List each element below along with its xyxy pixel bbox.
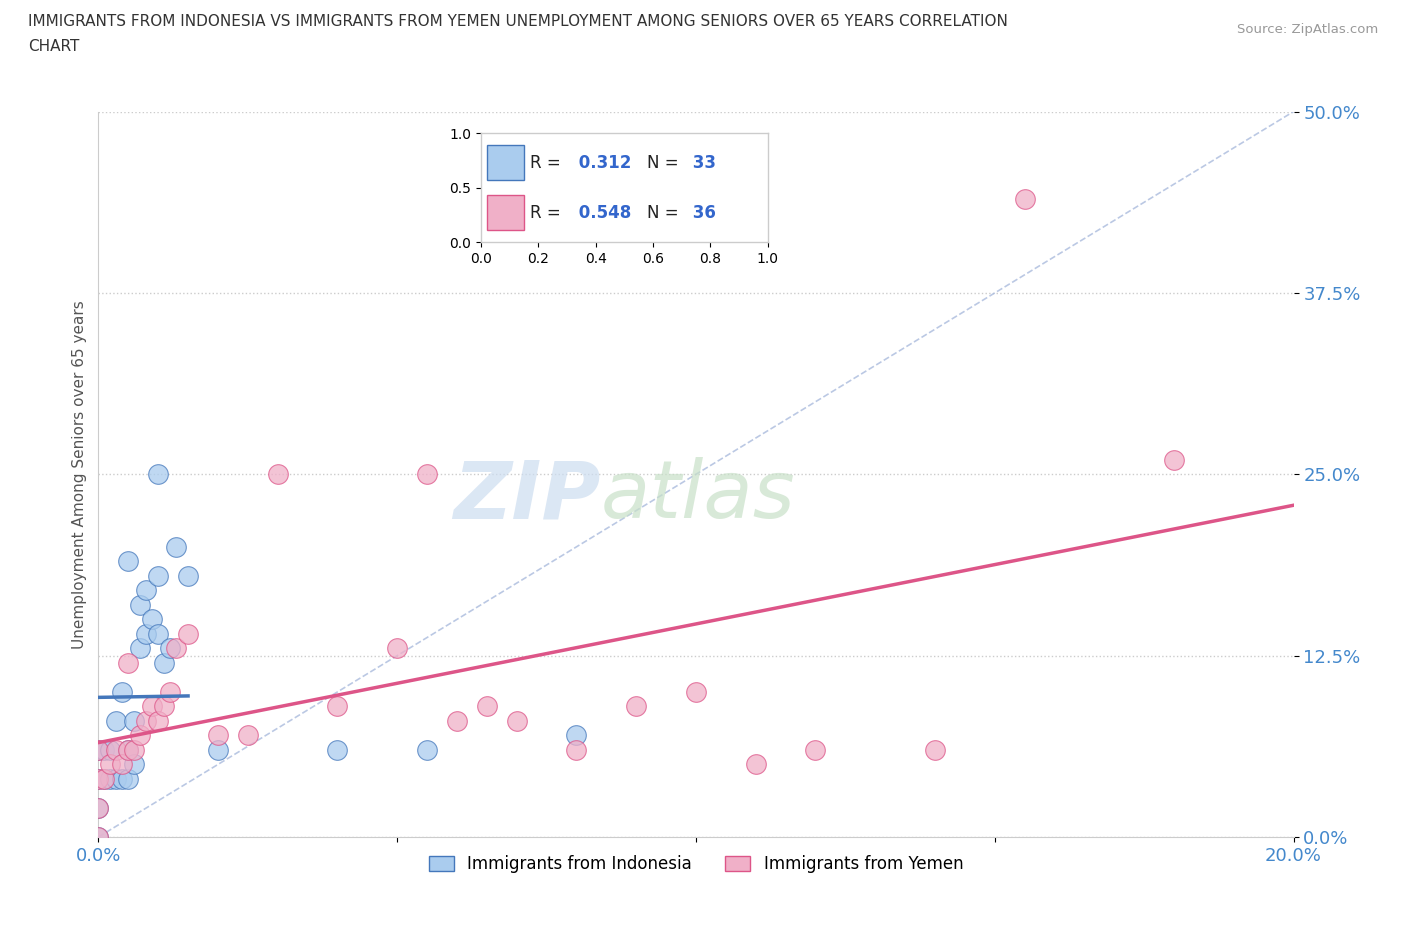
Point (111, 684, 134, 699)
Point (804, 742, 827, 757)
Y-axis label: Unemployment Among Seniors over 65 years: Unemployment Among Seniors over 65 years (72, 300, 87, 649)
Point (98, 757, 122, 772)
Point (565, 728, 588, 743)
Point (87, 830, 110, 844)
Point (117, 742, 139, 757)
Point (207, 728, 229, 743)
Text: atlas: atlas (600, 457, 796, 535)
Point (93, 772, 115, 787)
Point (111, 757, 134, 772)
Point (105, 772, 128, 787)
Point (135, 583, 157, 598)
Point (111, 772, 134, 787)
Point (117, 554, 139, 569)
Point (148, 568, 170, 583)
Legend: Immigrants from Indonesia, Immigrants from Yemen: Immigrants from Indonesia, Immigrants fr… (422, 848, 970, 880)
Point (87, 772, 110, 787)
Point (177, 627, 200, 642)
Text: CHART: CHART (28, 39, 80, 54)
Point (135, 713, 157, 728)
Point (124, 742, 146, 757)
Point (117, 742, 139, 757)
Point (1163, 452, 1185, 467)
Point (135, 627, 157, 642)
Point (129, 728, 152, 743)
Point (141, 699, 163, 714)
Point (207, 742, 229, 757)
Point (685, 684, 707, 699)
Point (159, 684, 181, 699)
Text: ZIP: ZIP (453, 457, 600, 535)
Point (87, 801, 110, 816)
Point (924, 742, 946, 757)
Text: IMMIGRANTS FROM INDONESIA VS IMMIGRANTS FROM YEMEN UNEMPLOYMENT AMONG SENIORS OV: IMMIGRANTS FROM INDONESIA VS IMMIGRANTS … (28, 14, 1008, 29)
Point (626, 699, 648, 714)
Point (236, 728, 259, 743)
Point (124, 757, 146, 772)
Point (117, 656, 139, 671)
Point (141, 612, 163, 627)
Point (87, 772, 110, 787)
Text: Source: ZipAtlas.com: Source: ZipAtlas.com (1237, 23, 1378, 36)
Point (745, 757, 768, 772)
Point (124, 713, 146, 728)
Point (326, 699, 349, 714)
Point (475, 699, 498, 714)
Point (165, 641, 187, 656)
Point (129, 597, 152, 612)
Point (98, 742, 122, 757)
Point (159, 641, 181, 656)
Point (165, 539, 187, 554)
Point (148, 627, 170, 642)
Point (506, 713, 529, 728)
Point (87, 801, 110, 816)
Point (105, 713, 128, 728)
Point (1014, 192, 1036, 206)
Point (267, 467, 290, 482)
Point (416, 742, 439, 757)
Point (117, 772, 139, 787)
Point (385, 641, 409, 656)
Point (148, 713, 170, 728)
Point (148, 467, 170, 482)
Point (93, 772, 115, 787)
Point (105, 742, 128, 757)
Point (87, 742, 110, 757)
Point (326, 742, 349, 757)
Point (93, 742, 115, 757)
Point (153, 656, 176, 671)
Point (98, 772, 122, 787)
Point (446, 713, 468, 728)
Point (416, 467, 439, 482)
Point (129, 641, 152, 656)
Point (177, 568, 200, 583)
Point (565, 742, 588, 757)
Point (87, 830, 110, 844)
Point (153, 699, 176, 714)
Point (87, 742, 110, 757)
